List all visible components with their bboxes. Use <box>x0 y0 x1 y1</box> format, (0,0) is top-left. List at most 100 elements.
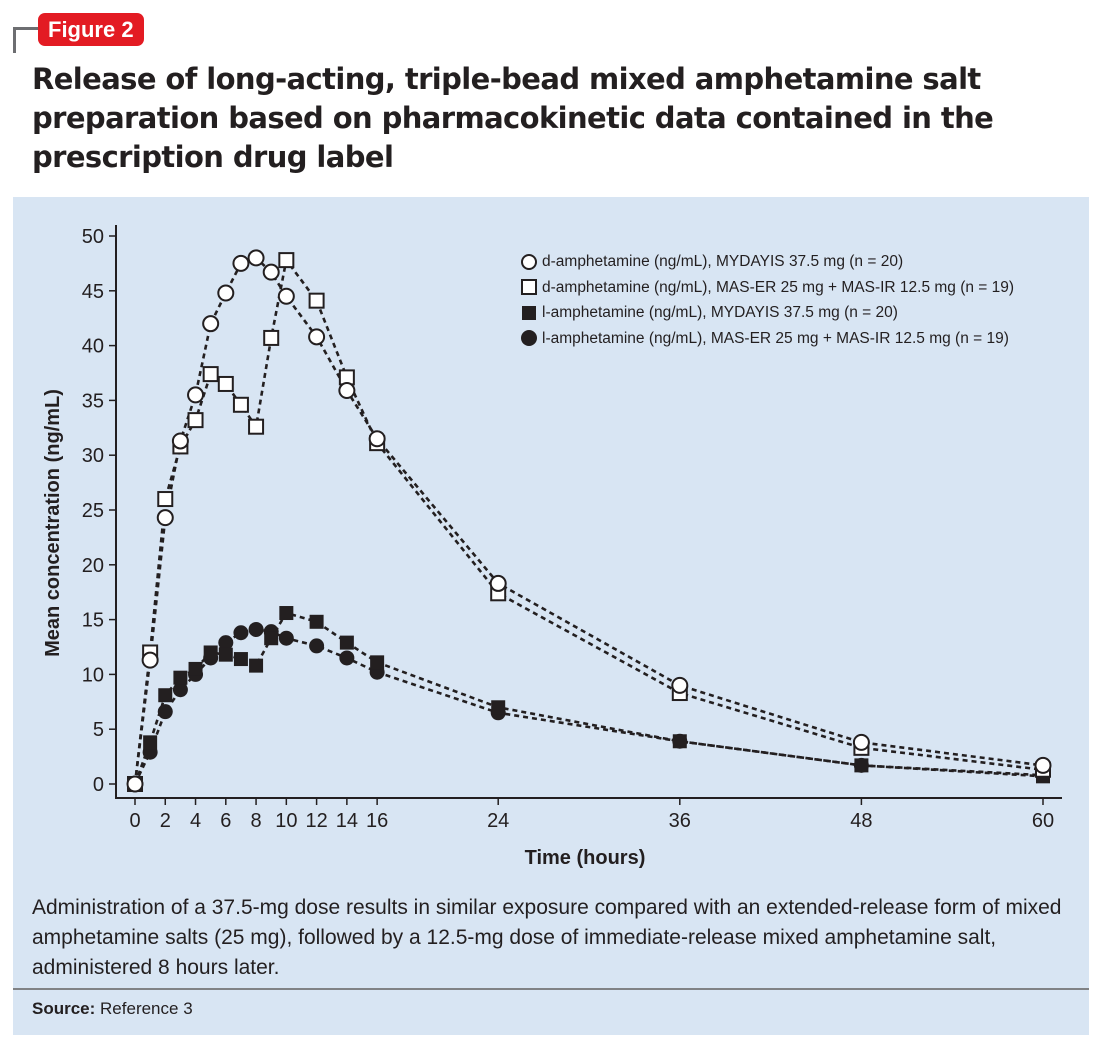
data-point-filled-square <box>339 635 354 650</box>
data-point-filled-circle <box>172 682 188 698</box>
data-point-filled-circle <box>218 635 234 651</box>
data-point-filled-square <box>158 688 173 703</box>
data-point-filled-circle <box>278 630 294 646</box>
data-point-open-square <box>157 491 174 508</box>
data-point-open-circle <box>202 315 220 333</box>
y-tick-label: 30 <box>82 445 104 467</box>
data-point-open-circle <box>308 328 326 346</box>
data-point-open-circle <box>671 676 689 694</box>
chart-panel <box>13 197 1089 1035</box>
data-point-open-square <box>278 252 295 269</box>
data-point-open-square <box>202 366 219 383</box>
data-point-open-circle <box>489 574 507 592</box>
series-line-1 <box>133 256 1044 785</box>
data-point-open-circle <box>247 249 265 267</box>
data-point-open-square <box>187 412 204 429</box>
data-point-open-circle <box>1034 756 1052 774</box>
data-point-filled-square <box>279 606 294 621</box>
data-point-filled-square <box>491 700 506 715</box>
series-markers <box>126 249 1052 793</box>
data-point-open-circle <box>262 263 280 281</box>
data-point-open-circle <box>277 287 295 305</box>
source-text: Reference 3 <box>100 999 193 1018</box>
data-point-filled-square <box>309 614 324 629</box>
x-tick-label: 60 <box>1032 810 1054 832</box>
y-tick-label: 45 <box>82 281 104 303</box>
source-label: Source: <box>32 999 96 1018</box>
y-tick-label: 25 <box>82 500 104 522</box>
data-point-open-square <box>308 292 325 309</box>
filled-square-marker-icon <box>520 304 538 322</box>
legend-item: l-amphetamine (ng/mL), MYDAYIS 37.5 mg (… <box>520 300 1014 326</box>
filled-circle-marker-icon <box>520 329 538 347</box>
x-tick-label: 8 <box>251 810 262 832</box>
legend-label: d-amphetamine (ng/mL), MYDAYIS 37.5 mg (… <box>542 253 904 270</box>
x-tick-label: 36 <box>669 810 691 832</box>
figure-source: Source: Reference 3 <box>32 999 193 1019</box>
data-point-filled-square <box>203 645 218 660</box>
legend-item: d-amphetamine (ng/mL), MYDAYIS 37.5 mg (… <box>520 249 1014 275</box>
x-tick-label: 12 <box>305 810 327 832</box>
legend-label: l-amphetamine (ng/mL), MYDAYIS 37.5 mg (… <box>542 304 898 321</box>
x-axis-label: Time (hours) <box>525 847 646 869</box>
data-point-filled-square <box>264 631 279 646</box>
x-tick-label: 24 <box>487 810 509 832</box>
x-tick-label: 16 <box>366 810 388 832</box>
open-square-marker-icon <box>520 278 538 296</box>
data-point-filled-square <box>173 670 188 685</box>
y-tick-label: 0 <box>93 774 104 796</box>
open-circle-marker-icon <box>520 253 538 271</box>
y-tick-label: 10 <box>82 664 104 686</box>
x-tick-label: 10 <box>275 810 297 832</box>
legend-label: l-amphetamine (ng/mL), MAS-ER 25 mg + MA… <box>542 329 1009 347</box>
data-point-open-circle <box>126 775 144 793</box>
y-tick-label: 5 <box>93 719 104 741</box>
figure-bracket-horizontal <box>13 27 43 30</box>
data-point-open-circle <box>171 432 189 450</box>
y-tick-label: 35 <box>82 390 104 412</box>
data-point-open-circle <box>156 509 174 527</box>
data-point-filled-circle <box>339 650 355 666</box>
chart-legend: d-amphetamine (ng/mL), MYDAYIS 37.5 mg (… <box>520 249 1014 351</box>
data-point-filled-circle <box>233 625 249 641</box>
figure-caption: Administration of a 37.5-mg dose results… <box>32 896 1062 979</box>
x-tick-label: 14 <box>336 810 358 832</box>
data-point-filled-circle <box>248 621 264 637</box>
legend-label: d-amphetamine (ng/mL), MAS-ER 25 mg + MA… <box>542 278 1015 296</box>
y-tick-label: 40 <box>82 336 104 358</box>
data-point-filled-square <box>233 652 248 667</box>
source-divider <box>13 988 1089 990</box>
data-point-open-circle <box>338 382 356 400</box>
legend-item: d-amphetamine (ng/mL), MAS-ER 25 mg + MA… <box>520 275 1014 301</box>
data-point-filled-circle <box>157 704 173 720</box>
data-point-open-square <box>232 396 249 413</box>
data-point-filled-square <box>249 658 264 673</box>
y-tick-label: 15 <box>82 610 104 632</box>
data-point-filled-square <box>143 735 158 750</box>
legend-item: l-amphetamine (ng/mL), MAS-ER 25 mg + MA… <box>520 326 1014 352</box>
data-point-open-square <box>217 375 234 392</box>
data-point-open-circle <box>187 386 205 404</box>
x-tick-label: 4 <box>190 810 201 832</box>
figure-bracket-vertical <box>13 27 16 53</box>
x-tick-label: 6 <box>220 810 231 832</box>
data-point-filled-square <box>188 661 203 676</box>
x-tick-label: 0 <box>129 810 140 832</box>
x-tick-label: 2 <box>160 810 171 832</box>
data-point-open-circle <box>232 254 250 272</box>
data-point-filled-square <box>218 647 233 662</box>
data-point-filled-square <box>370 655 385 670</box>
x-tick-label: 48 <box>850 810 872 832</box>
data-point-filled-square <box>854 758 869 773</box>
y-axis-label: Mean concentration (ng/mL) <box>42 389 64 657</box>
series-line-3 <box>133 628 1044 785</box>
series-line-2 <box>133 611 1044 785</box>
data-point-open-circle <box>368 430 386 448</box>
data-point-filled-square <box>672 734 687 749</box>
data-point-open-circle <box>217 284 235 302</box>
y-tick-label: 20 <box>82 555 104 577</box>
figure-label-badge: Figure 2 <box>38 13 144 46</box>
data-point-open-circle <box>852 733 870 751</box>
